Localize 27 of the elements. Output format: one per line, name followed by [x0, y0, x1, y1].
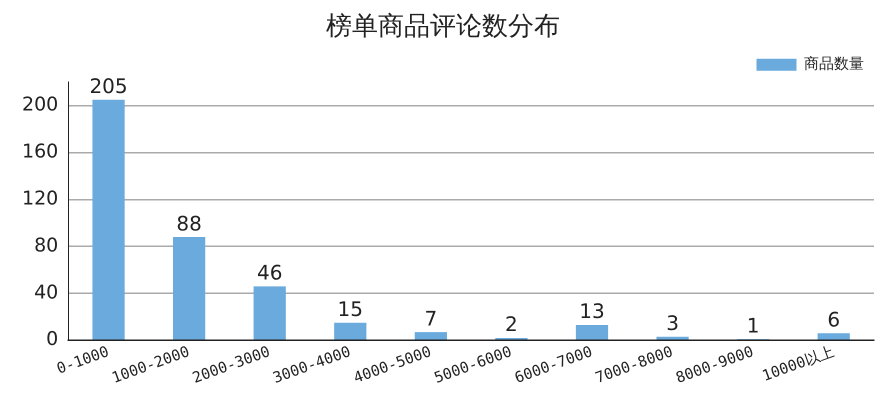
data-label: 2: [505, 312, 518, 336]
chart-title: 榜单商品评论数分布: [326, 11, 560, 42]
data-label: 88: [176, 211, 202, 236]
data-label: 46: [256, 260, 282, 285]
y-tick-label: 0: [46, 328, 58, 350]
data-label: 6: [827, 307, 840, 332]
bar: [576, 325, 608, 340]
data-label: 3: [666, 310, 679, 335]
y-tick-label: 80: [34, 234, 58, 256]
bar: [92, 100, 125, 340]
legend-label: 商品数量: [804, 54, 864, 73]
bar: [414, 332, 447, 340]
bar: [254, 286, 286, 340]
data-label: 15: [338, 296, 363, 321]
bar: [334, 322, 366, 340]
data-label: 13: [579, 299, 605, 324]
bar: [818, 333, 850, 340]
y-tick-label: 120: [22, 187, 58, 210]
y-tick-label: 160: [22, 140, 58, 163]
data-label: 205: [89, 74, 128, 98]
x-tick-label: 10000以上: [760, 342, 836, 385]
data-label: 1: [746, 313, 760, 338]
y-tick-label: 40: [34, 281, 58, 304]
y-tick-label: 200: [22, 94, 58, 116]
bar: [173, 237, 206, 340]
bar: [656, 336, 689, 340]
data-label: 7: [424, 306, 438, 330]
